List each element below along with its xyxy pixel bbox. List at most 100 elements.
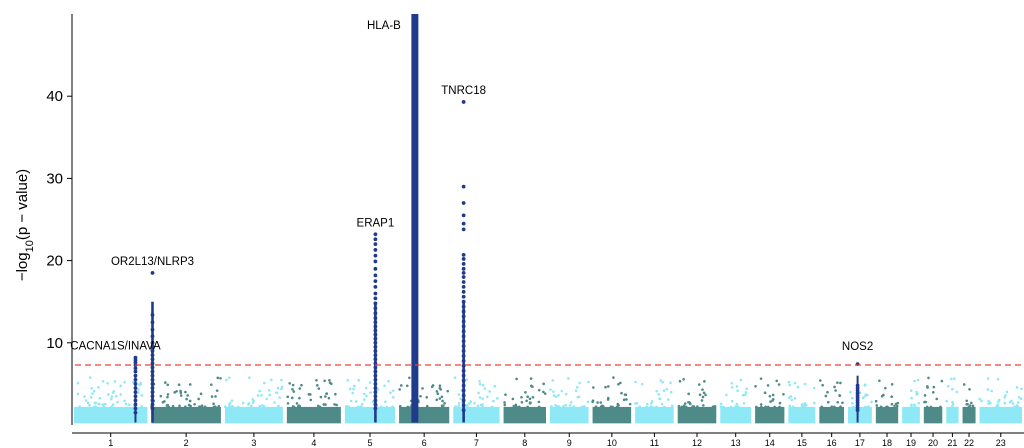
x-tick-label: 8	[522, 438, 527, 448]
snp-point-1	[88, 376, 92, 379]
peak-point-OR2L13/NLRP3	[150, 271, 155, 275]
snp-point-8	[503, 403, 507, 407]
x-tick-label: 1	[108, 438, 113, 448]
snp-point-11	[638, 405, 641, 408]
snp-point-7	[493, 384, 497, 388]
snp-point-23	[1020, 387, 1023, 391]
snp-point-13	[742, 401, 746, 405]
snp-point-6	[443, 401, 446, 405]
snp-point-1	[110, 405, 113, 408]
peak-point-OR2L13/NLRP3	[150, 334, 155, 339]
peak-point-ERAP1	[373, 340, 378, 345]
snp-point-9	[557, 393, 560, 397]
snp-point-1	[113, 380, 117, 383]
snp-point-14	[763, 391, 767, 395]
snp-point-23	[996, 405, 1000, 409]
snp-point-12	[702, 391, 706, 395]
snp-point-16	[834, 389, 837, 392]
snp-point-17	[858, 391, 862, 395]
snp-point-7	[483, 387, 487, 390]
chrom-band-4	[286, 406, 341, 424]
x-tick-label: 9	[567, 438, 572, 448]
snp-point-5	[352, 387, 355, 391]
x-tick-label: 4	[311, 438, 316, 448]
snp-point-4	[319, 395, 323, 399]
snp-point-6	[405, 384, 409, 388]
snp-point-4	[329, 382, 333, 386]
x-tick-label: 13	[731, 438, 741, 448]
peak-point-OR2L13/NLRP3	[150, 386, 155, 390]
snp-point-1	[123, 380, 126, 384]
snp-point-1	[97, 402, 101, 406]
snp-point-5	[359, 405, 363, 408]
snp-point-13	[719, 405, 723, 409]
chrom-band-19	[902, 406, 920, 424]
snp-point-13	[735, 402, 739, 406]
snp-point-14	[782, 392, 785, 396]
snp-point-11	[634, 380, 637, 384]
snp-point-12	[701, 395, 705, 399]
peak-point-ERAP1	[373, 279, 378, 284]
snp-point-12	[687, 392, 690, 396]
peak-point-ERAP1	[373, 306, 378, 311]
peak-point-ERAP1	[373, 311, 378, 316]
snp-point-21	[945, 399, 949, 403]
snp-point-2	[166, 383, 170, 387]
chrom-band-8	[503, 406, 546, 424]
peak-point-TNRC18	[461, 363, 466, 368]
snp-point-23	[1003, 396, 1007, 399]
snp-point-3	[268, 393, 272, 397]
snp-point-3	[227, 376, 231, 380]
snp-point-10	[594, 405, 598, 408]
snp-point-15	[787, 380, 791, 384]
peak-point-ERAP1	[373, 402, 378, 407]
snp-point-12	[687, 400, 690, 404]
peak-point-OR2L13/NLRP3	[150, 394, 155, 399]
snp-point-2	[214, 395, 217, 398]
snp-point-14	[778, 401, 782, 405]
peak-point-TNRC18	[461, 289, 466, 294]
snp-point-6	[421, 387, 424, 390]
snp-point-12	[683, 402, 687, 405]
peak-point-NOS2	[855, 408, 860, 413]
peak-point-CACNA1S/INAVA	[133, 390, 138, 395]
snp-point-11	[669, 390, 673, 394]
snp-point-2	[212, 402, 215, 406]
chrom-band-17	[847, 406, 872, 424]
x-tick-label: 17	[855, 438, 865, 448]
chrom-band-3	[224, 406, 283, 424]
peak-point-ERAP1	[373, 373, 378, 378]
chrom-band-2	[151, 406, 221, 424]
snp-point-3	[251, 401, 255, 404]
snp-point-13	[739, 378, 743, 382]
snp-point-1	[116, 400, 119, 404]
snp-point-2	[184, 390, 187, 394]
snp-point-5	[356, 405, 360, 409]
snp-point-18	[885, 405, 888, 409]
snp-point-4	[291, 405, 295, 408]
peak-point-CACNA1S/INAVA	[133, 377, 138, 382]
snp-point-1	[83, 395, 86, 398]
snp-point-19	[910, 396, 913, 400]
chrom-band-7	[453, 406, 500, 424]
snp-point-5	[357, 378, 361, 382]
snp-point-13	[719, 402, 723, 406]
snp-point-3	[258, 404, 262, 408]
snp-point-8	[511, 397, 515, 401]
snp-point-13	[730, 382, 734, 385]
gene-annotations: CACNA1S/INAVA OR2L13/NLRP3 ERAP1 HLA-B TNRC1…	[70, 20, 873, 353]
snp-point-5	[348, 387, 352, 391]
peak-point-OR2L13/NLRP3	[150, 312, 155, 317]
peak-point-TNRC18	[461, 324, 466, 329]
peak-point-ERAP1	[373, 390, 378, 395]
snp-point-18	[890, 402, 894, 406]
snp-point-3	[260, 394, 263, 397]
snp-point-6	[438, 384, 442, 387]
snp-point-3	[231, 404, 234, 408]
peak-point-ERAP1	[373, 377, 378, 382]
snp-point-18	[890, 383, 894, 386]
snp-point-18	[895, 404, 899, 408]
snp-point-14	[755, 405, 758, 409]
snp-point-17	[870, 400, 873, 404]
x-tick-label: 19	[906, 438, 916, 448]
